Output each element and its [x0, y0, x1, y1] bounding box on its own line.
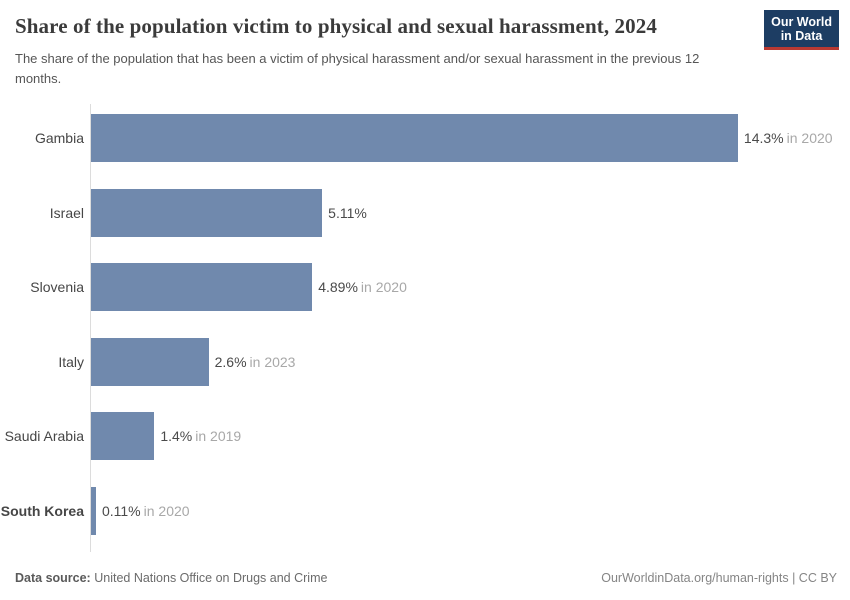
bar-area: 0.11% in 2020: [91, 486, 850, 535]
value-year-text: in 2019: [195, 428, 242, 445]
data-source-label: Data source:: [15, 571, 91, 585]
attribution-link[interactable]: OurWorldinData.org/human-rights | CC BY: [601, 571, 837, 585]
bar[interactable]: [91, 188, 323, 237]
bar[interactable]: [91, 263, 313, 312]
bar-row: Israel 5.11%: [0, 179, 850, 254]
value-text: 1.4%: [160, 428, 193, 445]
value-text: 0.11%: [101, 502, 141, 519]
category-label: Gambia: [34, 130, 84, 146]
bar-area: 4.89% in 2020: [91, 263, 850, 312]
value-year-text: in 2020: [786, 130, 833, 146]
data-source: Data source: United Nations Office on Dr…: [15, 571, 327, 586]
data-source-value: United Nations Office on Drugs and Crime: [94, 571, 328, 585]
value-text: 5.11%: [328, 204, 367, 221]
value-text: 14.3%: [743, 130, 784, 146]
bar[interactable]: [91, 486, 96, 535]
bar[interactable]: [91, 114, 738, 162]
category-label: Italy: [58, 353, 84, 370]
bar-row: Gambia 14.3% in 2020: [0, 104, 850, 179]
owid-logo-line1: Our World: [771, 15, 832, 29]
category-label: Slovenia: [30, 279, 84, 296]
bar[interactable]: [91, 412, 155, 461]
bar-row: Slovenia 4.89% in 2020: [0, 253, 850, 328]
category-label: Israel: [49, 204, 84, 221]
category-label: South Korea: [0, 502, 84, 519]
bar-row: Italy 2.6% in 2023: [0, 328, 850, 403]
value-year-text: in 2020: [143, 502, 190, 519]
bar-area: 5.11%: [91, 188, 850, 237]
chart-title: Share of the population victim to physic…: [15, 14, 657, 38]
bar-area: 2.6% in 2023: [91, 337, 850, 386]
value-label: 0.11% in 2020: [102, 503, 190, 519]
value-text: 2.6%: [214, 353, 247, 370]
value-label: 1.4% in 2019: [160, 428, 241, 444]
category-label: Saudi Arabia: [4, 428, 84, 445]
bar-row: Saudi Arabia 1.4% in 2019: [0, 402, 850, 477]
bar-row: South Korea 0.11% in 2020: [0, 477, 850, 552]
bar-area: 14.3% in 2020: [91, 114, 850, 162]
chart-subtitle: The share of the population that has bee…: [15, 51, 700, 86]
value-label: 2.6% in 2023: [215, 354, 296, 370]
owid-logo[interactable]: Our World in Data: [764, 10, 839, 50]
value-year-text: in 2020: [360, 279, 407, 296]
y-axis-line: [90, 104, 91, 552]
owid-logo-line2: in Data: [780, 29, 823, 43]
bar-rows: Gambia 14.3% in 2020 Israel 5.11% Slovenia 4.8…: [0, 104, 850, 552]
bar-area: 1.4% in 2019: [91, 412, 850, 461]
value-label: 4.89% in 2020: [318, 279, 407, 295]
bar-chart: Gambia 14.3% in 2020 Israel 5.11% Slovenia 4.8…: [0, 104, 850, 552]
bar[interactable]: [91, 337, 209, 386]
value-label: 14.3% in 2020: [744, 130, 833, 146]
chart-footer: Data source: United Nations Office on Dr…: [15, 571, 837, 586]
value-label: 5.11%: [328, 205, 370, 221]
value-year-text: in 2023: [249, 353, 296, 370]
value-text: 4.89%: [318, 279, 358, 296]
